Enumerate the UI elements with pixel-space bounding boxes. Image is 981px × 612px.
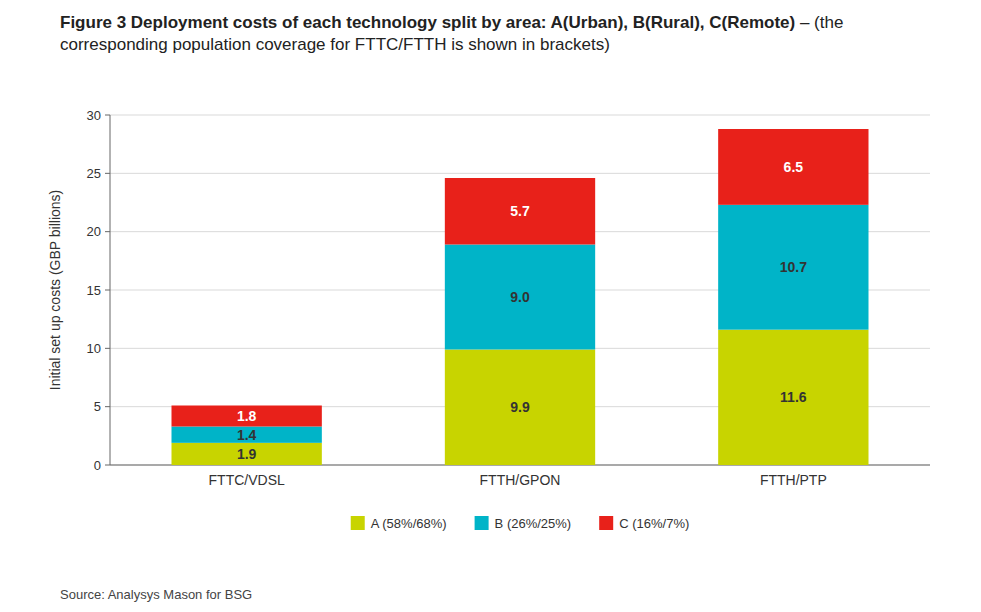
x-tick-label: FTTH/GPON <box>480 472 561 488</box>
legend: A (58%/68%) B (26%/25%) C (16%/7%) <box>351 516 690 531</box>
data-label: 10.7 <box>780 259 807 275</box>
bar <box>172 443 322 465</box>
y-tick-label: 15 <box>87 283 101 298</box>
tick-mark <box>105 348 110 349</box>
data-label: 5.7 <box>510 203 530 219</box>
grid-line <box>110 115 930 116</box>
x-tick-label: FTTH/PTP <box>760 472 827 488</box>
data-label: 9.0 <box>510 289 530 305</box>
legend-swatch <box>475 516 489 530</box>
tick-mark <box>105 406 110 407</box>
bars <box>172 129 869 465</box>
bar <box>445 350 595 466</box>
data-label: 6.5 <box>784 159 804 175</box>
tick-mark <box>105 290 110 291</box>
legend-swatch <box>599 516 613 530</box>
bar <box>718 129 868 205</box>
data-label: 11.6 <box>780 389 807 405</box>
data-label: 9.9 <box>510 399 530 415</box>
tick-mark <box>105 465 110 466</box>
title-main: Figure 3 Deployment costs of each techno… <box>60 13 795 32</box>
data-label: 1.9 <box>237 446 257 462</box>
y-tick-label: 5 <box>94 399 101 414</box>
y-axis-label: Initial set up costs (GBP billions) <box>47 190 63 391</box>
bar <box>718 330 868 465</box>
legend-label: A (58%/68%) <box>371 516 447 531</box>
bar <box>445 245 595 350</box>
legend-label: C (16%/7%) <box>619 516 689 531</box>
y-tick-label: 25 <box>87 166 101 181</box>
data-label: 1.8 <box>237 408 257 424</box>
y-tick-label: 10 <box>87 341 101 356</box>
bar <box>172 427 322 443</box>
bar <box>718 205 868 330</box>
y-tick-label: 30 <box>87 108 101 123</box>
y-tick-label: 0 <box>94 458 101 473</box>
data-labels: 1.9 9.9 11.6 1.4 9.0 10.7 1.8 5.7 6.5 <box>237 159 807 462</box>
y-tick-label: 20 <box>87 224 101 239</box>
bar <box>172 406 322 427</box>
y-axis <box>110 115 111 465</box>
bar <box>445 178 595 245</box>
title: Figure 3 Deployment costs of each techno… <box>60 12 920 56</box>
tick-mark <box>105 173 110 174</box>
data-label: 1.4 <box>237 427 257 443</box>
source: Source: Analysys Mason for BSG <box>60 587 252 602</box>
tick-mark <box>105 231 110 232</box>
legend-label: B (26%/25%) <box>495 516 572 531</box>
x-tick-label: FTTC/VDSL <box>209 472 285 488</box>
legend-swatch <box>351 516 365 530</box>
tick-mark <box>105 115 110 116</box>
